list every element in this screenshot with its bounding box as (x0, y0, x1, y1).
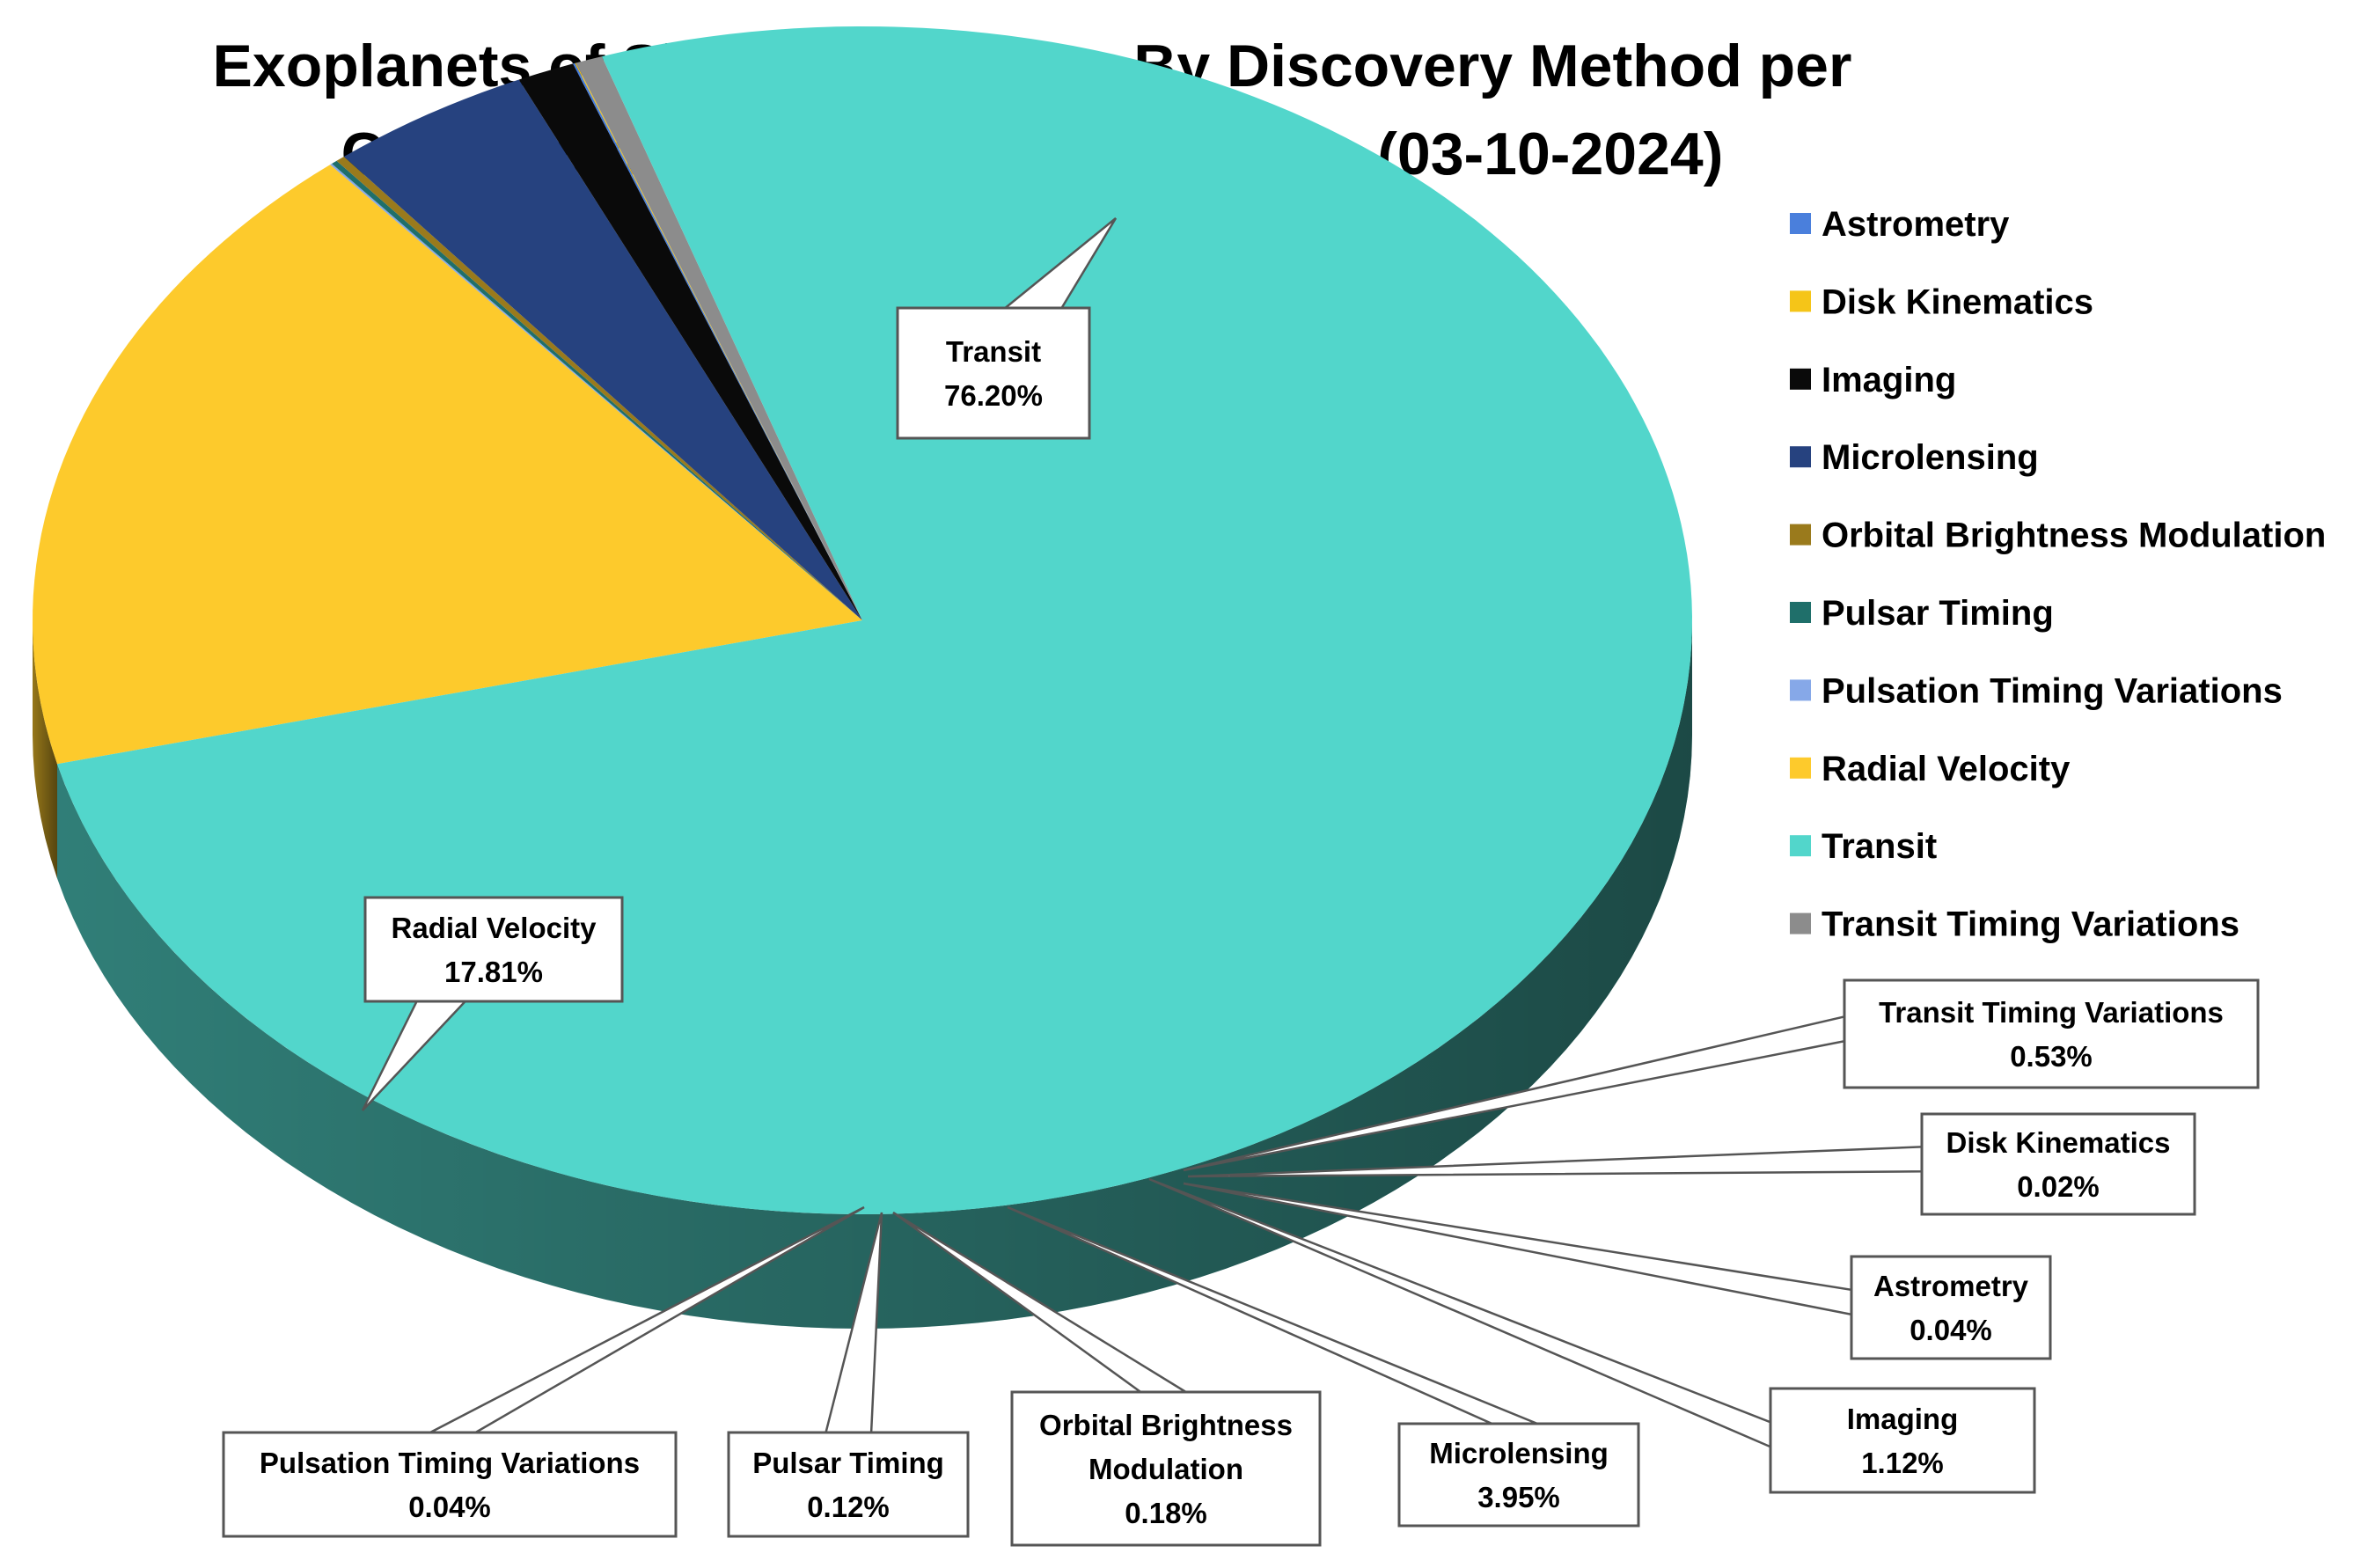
callout-box-radial-velocity (363, 896, 624, 1003)
legend-item-transit: Transit (1790, 827, 1937, 866)
callout-leaders (361, 217, 1925, 1449)
callout-label-disk-kinematics: Disk Kinematics (1946, 1126, 2171, 1159)
callout-value-astrometry: 0.04% (1910, 1314, 1992, 1346)
callout-value-pulsation-timing-variations: 0.04% (408, 1491, 491, 1523)
legend-item-radial-velocity: Radial Velocity (1790, 750, 2071, 788)
callout-radial-velocity: Radial Velocity 17.81% (363, 896, 624, 1003)
pie-top-face (33, 26, 1692, 1214)
callout-imaging: Imaging 1.12% (1769, 1387, 2036, 1494)
legend-swatch-imaging (1790, 368, 1811, 390)
callout-transit-timing-variations: Transit Timing Variations 0.53% (1843, 978, 2260, 1089)
legend-swatch-transit (1790, 835, 1811, 857)
legend-swatch-disk-kinematics (1790, 290, 1811, 312)
callout-transit: Transit 76.20% (896, 306, 1091, 440)
pie-side-shade-radial-velocity (33, 620, 57, 879)
legend-label-radial-velocity: Radial Velocity (1822, 750, 2071, 788)
callout-box-transit-timing-variations (1843, 978, 2260, 1089)
callout-pulsation-timing-variations: Pulsation Timing Variations 0.04% (222, 1431, 678, 1538)
legend-label-orbital-brightness-modulation: Orbital Brightness Modulation (1822, 517, 2326, 555)
pie-slice-astrometry (573, 62, 862, 621)
callout-value-radial-velocity: 17.81% (444, 956, 543, 988)
data-labels: Transit 76.20% Radial Velocity 17.81% Transi… (222, 306, 2260, 1547)
callout-label-imaging: Imaging (1847, 1403, 1959, 1435)
legend-swatch-orbital-brightness-modulation (1790, 524, 1811, 546)
callout-label-pulsar-timing: Pulsar Timing (752, 1447, 944, 1479)
pie-slice-pulsar-timing (332, 160, 863, 621)
legend-item-orbital-brightness-modulation: Orbital Brightness Modulation (1790, 517, 2326, 555)
callout-leader-astrometry (1183, 1182, 1855, 1316)
pie-slice-imaging (518, 63, 862, 620)
legend: Astrometry Disk Kinematics Imaging Microlen… (1790, 205, 2326, 944)
legend-label-pulsar-timing: Pulsar Timing (1822, 594, 2054, 633)
pie-slice-microlensing (343, 79, 862, 620)
legend-label-imaging: Imaging (1822, 361, 1956, 399)
callout-value-transit-timing-variations: 0.53% (2010, 1040, 2093, 1073)
callout-disk-kinematics: Disk Kinematics 0.02% (1920, 1112, 2196, 1216)
callout-label-orbital-brightness-modulation: Orbital Brightness (1039, 1409, 1293, 1441)
callout-box-transit (896, 306, 1091, 440)
legend-item-microlensing: Microlensing (1790, 438, 2039, 477)
callout-box-pulsar-timing (727, 1431, 970, 1538)
legend-swatch-radial-velocity (1790, 757, 1811, 779)
callout-box-imaging (1769, 1387, 2036, 1494)
pie-slice-disk-kinematics (575, 62, 862, 620)
callout-box-pulsation-timing-variations (222, 1431, 678, 1538)
callout-value-disk-kinematics: 0.02% (2017, 1170, 2100, 1203)
callout-label-transit-timing-variations: Transit Timing Variations (1879, 996, 2224, 1029)
legend-label-microlensing: Microlensing (1822, 438, 2039, 477)
callout-value-imaging: 1.12% (1861, 1447, 1944, 1479)
callout-box-orbital-brightness-modulation (1010, 1390, 1322, 1547)
legend-item-transit-timing-variations: Transit Timing Variations (1790, 905, 2239, 944)
callout-value-pulsar-timing: 0.12% (807, 1491, 890, 1523)
callout-astrometry: Astrometry 0.04% (1850, 1255, 2052, 1360)
callout-box-astrometry (1850, 1255, 2052, 1360)
callout-label-pulsation-timing-variations: Pulsation Timing Variations (260, 1447, 640, 1479)
legend-item-pulsar-timing: Pulsar Timing (1790, 594, 2054, 633)
legend-label-disk-kinematics: Disk Kinematics (1822, 282, 2093, 321)
legend-swatch-astrometry (1790, 213, 1811, 234)
pie-slice-transit-timing-variations (575, 56, 862, 621)
legend-label-astrometry: Astrometry (1822, 205, 2010, 244)
legend-swatch-pulsation-timing-variations (1790, 679, 1811, 701)
legend-item-disk-kinematics: Disk Kinematics (1790, 282, 2093, 321)
callout-value-transit: 76.20% (944, 379, 1043, 412)
legend-item-astrometry: Astrometry (1790, 205, 2010, 244)
legend-swatch-pulsar-timing (1790, 602, 1811, 623)
callout-label-transit: Transit (946, 335, 1041, 368)
legend-swatch-transit-timing-variations (1790, 912, 1811, 934)
legend-label-transit: Transit (1822, 827, 1937, 866)
legend-label-transit-timing-variations: Transit Timing Variations (1822, 905, 2239, 944)
pie-slice-pulsation-timing-variations (330, 164, 862, 620)
pie-slice-orbital-brightness-modulation (336, 157, 862, 620)
callout-microlensing: Microlensing 3.95% (1397, 1422, 1640, 1528)
callout-orbital-brightness-modulation: Orbital Brightness Modulation 0.18% (1010, 1390, 1322, 1547)
callout-box-microlensing (1397, 1422, 1640, 1528)
callout-pulsar-timing: Pulsar Timing 0.12% (727, 1431, 970, 1538)
callout-value-microlensing: 3.95% (1477, 1481, 1560, 1513)
legend-label-pulsation-timing-variations: Pulsation Timing Variations (1822, 671, 2283, 710)
callout-box-disk-kinematics (1920, 1112, 2196, 1216)
pie-slice-radial-velocity (33, 165, 862, 765)
legend-swatch-microlensing (1790, 446, 1811, 468)
legend-item-imaging: Imaging (1790, 361, 1956, 399)
callout-value-orbital-brightness-modulation: 0.18% (1125, 1497, 1207, 1529)
callout-label-microlensing: Microlensing (1429, 1437, 1609, 1469)
callout-label-orbital-brightness-modulation: Modulation (1089, 1453, 1243, 1485)
legend-item-pulsation-timing-variations: Pulsation Timing Variations (1790, 671, 2283, 710)
callout-label-radial-velocity: Radial Velocity (392, 912, 597, 944)
callout-label-astrometry: Astrometry (1873, 1270, 2029, 1302)
